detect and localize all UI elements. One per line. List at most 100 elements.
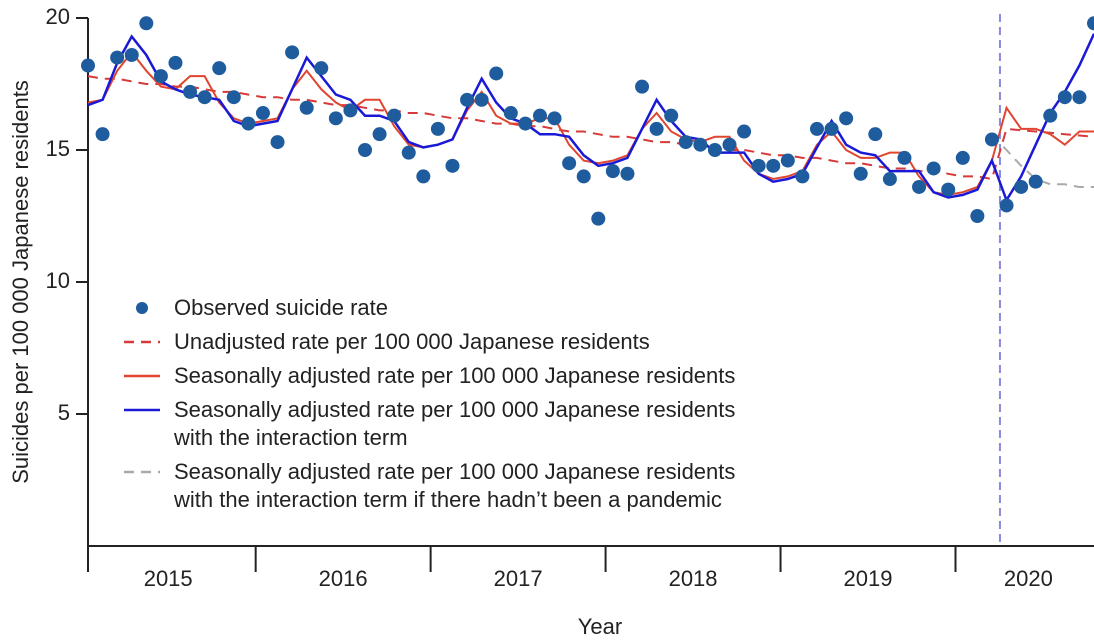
data-point: [591, 211, 606, 226]
data-point: [1014, 179, 1029, 194]
data-point: [153, 69, 168, 84]
data-point: [343, 103, 358, 118]
data-point: [430, 121, 445, 136]
data-point: [941, 182, 956, 197]
data-point: [270, 135, 285, 150]
data-point: [1057, 90, 1072, 105]
y-axis-title: Suicides per 100 000 Japanese residents: [8, 80, 33, 484]
data-point: [766, 158, 781, 173]
data-point: [81, 58, 95, 73]
data-point: [868, 127, 883, 142]
y-tick-label: 5: [58, 400, 70, 425]
data-point: [299, 100, 314, 115]
data-point: [110, 50, 125, 65]
data-point: [372, 127, 387, 142]
y-tick-label: 20: [46, 4, 70, 29]
data-point: [474, 92, 489, 107]
data-point: [649, 121, 664, 136]
data-point: [562, 156, 577, 171]
data-point: [95, 127, 110, 142]
data-point: [737, 124, 752, 139]
data-point: [212, 61, 227, 76]
x-tick-label: 2018: [669, 566, 718, 591]
data-point: [1072, 90, 1087, 105]
x-tick-label: 2016: [319, 566, 368, 591]
data-point: [416, 169, 431, 184]
legend-item: Unadjusted rate per 100 000 Japanese res…: [120, 328, 735, 356]
data-point: [576, 169, 591, 184]
data-point: [489, 66, 504, 81]
data-point: [197, 90, 212, 105]
x-tick-label: 2017: [494, 566, 543, 591]
data-point: [387, 108, 402, 123]
legend-swatch: [124, 470, 160, 474]
legend-swatch: [124, 408, 160, 412]
data-point: [532, 108, 547, 123]
data-point: [707, 143, 722, 157]
legend-swatch: [124, 374, 160, 378]
data-point: [635, 79, 650, 94]
x-axis-title: Year: [578, 614, 622, 639]
data-point: [664, 108, 679, 123]
x-tick-label: 2015: [144, 566, 193, 591]
data-point: [605, 164, 620, 179]
data-point: [751, 158, 766, 173]
data-point: [1087, 16, 1094, 31]
legend-swatch: [124, 340, 160, 344]
data-point: [226, 90, 241, 105]
legend-label: Observed suicide rate: [174, 295, 388, 320]
y-tick-label: 10: [46, 268, 70, 293]
data-point: [1043, 108, 1058, 123]
data-point: [824, 121, 839, 136]
data-point: [722, 137, 737, 152]
data-point: [809, 121, 824, 136]
data-point: [984, 132, 999, 147]
data-point: [328, 111, 343, 126]
data-point: [897, 150, 912, 165]
data-point: [460, 92, 475, 107]
data-point: [255, 106, 270, 121]
data-point: [139, 16, 154, 31]
x-tick-label: 2019: [844, 566, 893, 591]
data-point: [926, 161, 941, 176]
data-point: [912, 179, 927, 194]
legend-swatch: [136, 302, 148, 314]
legend-item: Observed suicide rate: [120, 294, 735, 322]
data-point: [970, 209, 985, 223]
series-line: [87, 75, 1094, 181]
data-point: [1028, 174, 1043, 189]
legend: Observed suicide rate Unadjusted rate per…: [120, 294, 735, 520]
data-point: [358, 143, 373, 157]
x-tick-label: 2020: [1004, 566, 1053, 591]
legend-label: Seasonally adjusted rate per 100 000 Jap…: [174, 397, 736, 450]
data-point: [955, 150, 970, 165]
legend-marker: [136, 302, 148, 314]
data-point: [518, 116, 533, 131]
data-point: [285, 45, 300, 60]
data-point: [780, 153, 795, 168]
data-point: [124, 47, 139, 62]
data-point: [168, 55, 183, 70]
series-line: [87, 33, 1094, 204]
data-point: [620, 166, 635, 181]
legend-label: Unadjusted rate per 100 000 Japanese res…: [174, 329, 650, 354]
data-point: [401, 145, 416, 160]
data-point: [445, 158, 460, 173]
y-tick-label: 15: [46, 136, 70, 161]
data-point: [314, 61, 329, 76]
data-point: [183, 84, 198, 99]
series-line: [991, 133, 1094, 188]
data-point: [853, 166, 868, 181]
data-point: [693, 137, 708, 152]
data-point: [999, 198, 1014, 213]
legend-label: Seasonally adjusted rate per 100 000 Jap…: [174, 459, 736, 512]
legend-item: Seasonally adjusted rate per 100 000 Jap…: [120, 362, 735, 390]
data-point: [503, 106, 518, 121]
data-point: [882, 172, 897, 187]
legend-label: Seasonally adjusted rate per 100 000 Jap…: [174, 363, 736, 388]
data-point: [241, 116, 256, 131]
legend-item: Seasonally adjusted rate per 100 000 Jap…: [120, 396, 735, 452]
legend-item: Seasonally adjusted rate per 100 000 Jap…: [120, 458, 735, 514]
